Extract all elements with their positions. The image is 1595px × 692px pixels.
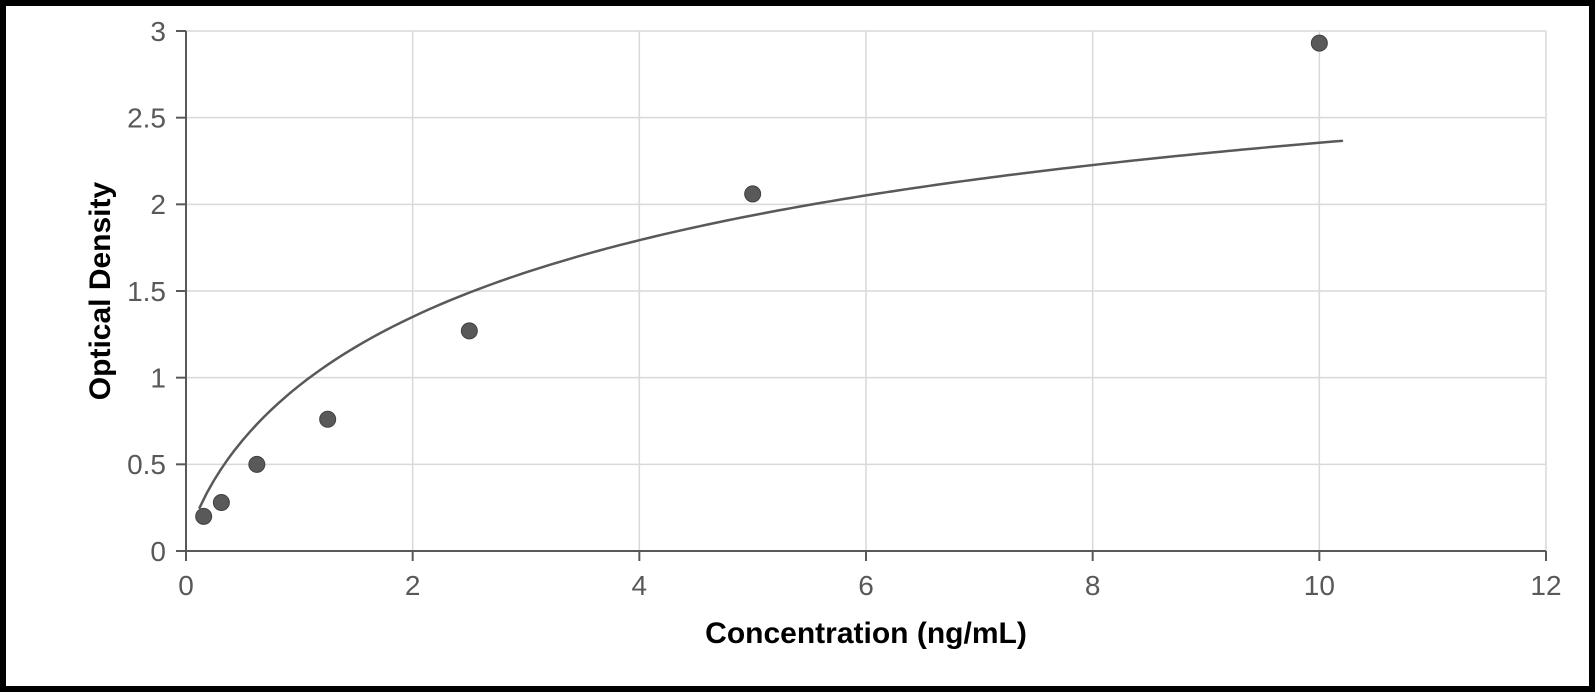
data-point: [461, 323, 477, 339]
ytick-label: 0.5: [127, 449, 166, 480]
ytick-label: 1: [150, 362, 166, 393]
xtick-label: 4: [632, 570, 648, 601]
xtick-label: 6: [858, 570, 874, 601]
ytick-label: 3: [150, 16, 166, 47]
xtick-label: 2: [405, 570, 421, 601]
data-point: [196, 508, 212, 524]
data-point: [213, 494, 229, 510]
ytick-label: 2: [150, 189, 166, 220]
data-point: [745, 186, 761, 202]
xtick-label: 8: [1085, 570, 1101, 601]
xtick-label: 12: [1530, 570, 1561, 601]
data-point: [320, 411, 336, 427]
xtick-label: 10: [1304, 570, 1335, 601]
chart-frame: 0 2 4 6 8 10 12 0 0.5 1 1.5 2 2.5 3 Concentration (ng/…: [0, 0, 1595, 692]
ytick-label: 2.5: [127, 102, 166, 133]
standard-curve-chart: 0 2 4 6 8 10 12 0 0.5 1 1.5 2 2.5 3 Concentration (ng/…: [6, 6, 1589, 686]
data-point: [1311, 35, 1327, 51]
xtick-label: 0: [178, 570, 194, 601]
ytick-label: 1.5: [127, 276, 166, 307]
ytick-label: 0: [150, 536, 166, 567]
x-axis-label: Concentration (ng/mL): [705, 617, 1027, 650]
data-point: [249, 456, 265, 472]
y-axis-label: Optical Density: [84, 181, 117, 400]
plot-background: [6, 6, 1589, 686]
